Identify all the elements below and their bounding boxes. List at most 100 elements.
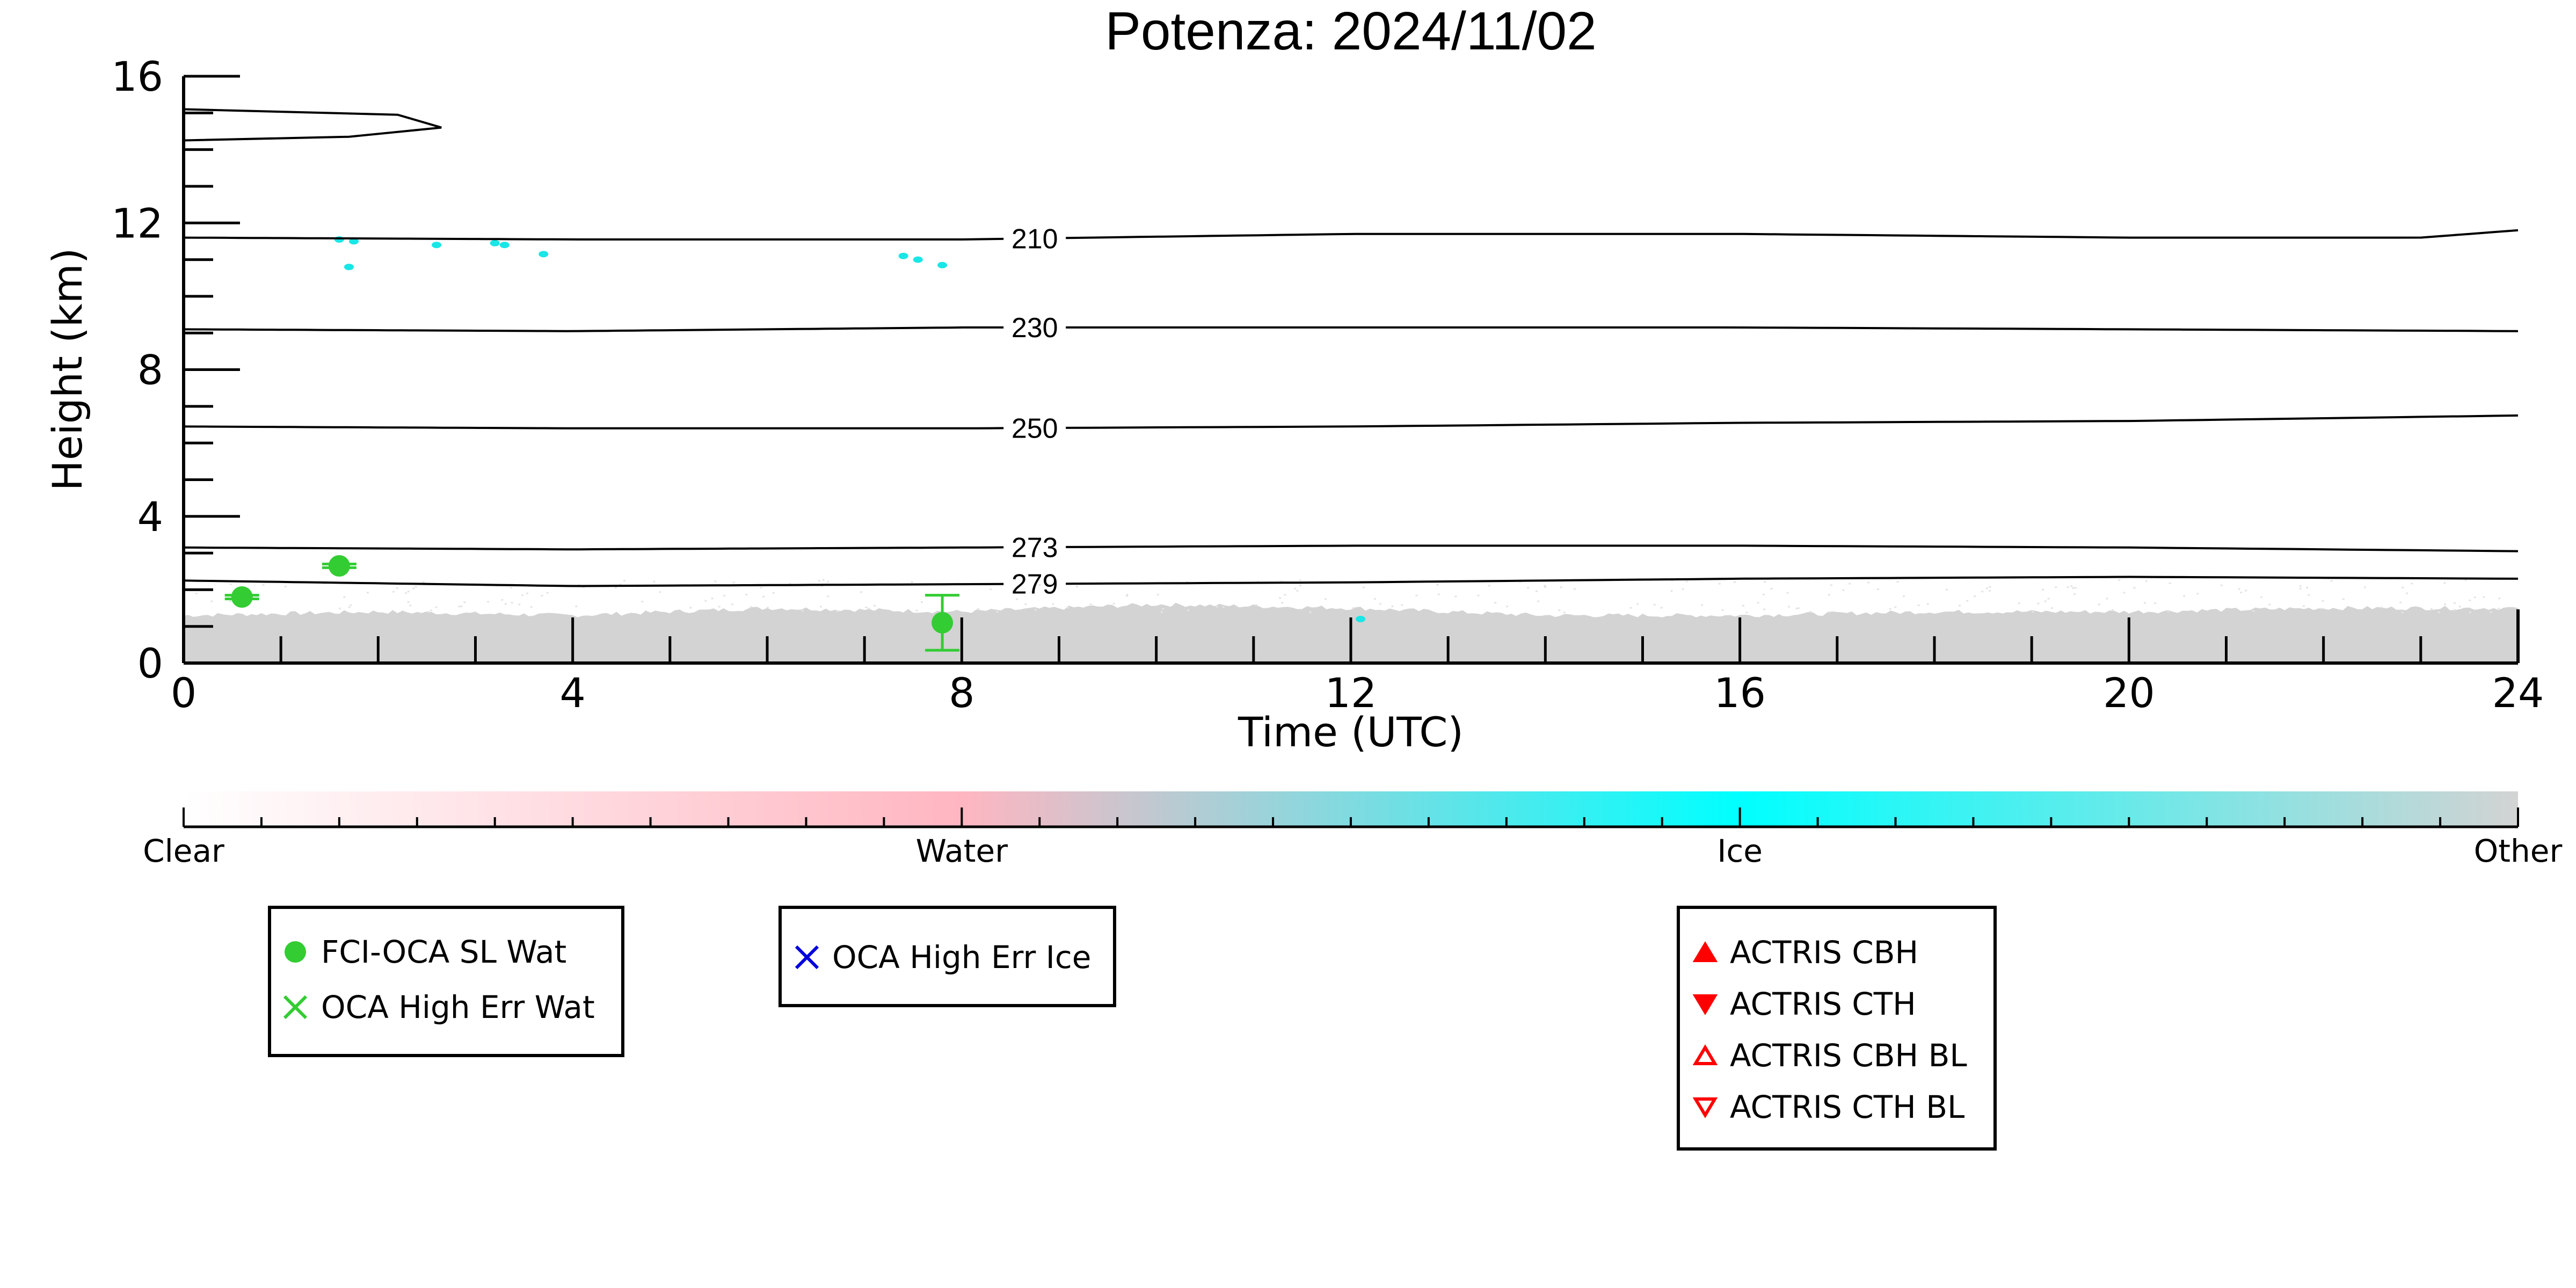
- other-class-speck: [2454, 609, 2456, 611]
- other-class-speck: [1089, 603, 1092, 605]
- other-class-speck: [704, 600, 707, 602]
- other-class-speck: [463, 601, 466, 603]
- other-class-speck: [1959, 605, 1961, 607]
- x-tick-label: 24: [2492, 669, 2544, 717]
- other-class-speck: [714, 580, 717, 583]
- other-class-speck: [1352, 607, 1355, 609]
- legend-marker-triangle-down: [1692, 1097, 1718, 1118]
- other-class-speck: [2402, 586, 2404, 588]
- other-class-speck: [1012, 590, 1014, 592]
- other-class-speck: [749, 606, 752, 608]
- other-class-speck: [2118, 579, 2121, 581]
- legend-box: [1677, 906, 1997, 1151]
- other-class-speck: [2042, 588, 2044, 591]
- other-class-speck: [2380, 607, 2383, 609]
- other-class-speck: [1718, 583, 1721, 585]
- other-class-speck: [1066, 607, 1069, 609]
- other-class-speck: [1902, 595, 1905, 598]
- other-class-speck: [1894, 606, 1897, 608]
- chart-title: Potenza: 2024/11/02: [1105, 1, 1597, 61]
- other-class-speck: [1574, 588, 1576, 590]
- other-class-speck: [2453, 602, 2456, 604]
- other-class-speck: [284, 586, 287, 587]
- other-class-speck: [977, 608, 980, 610]
- other-class-speck: [996, 611, 999, 613]
- other-class-speck: [1763, 608, 1766, 610]
- other-class-speck: [392, 591, 395, 593]
- temperature-contour-line: [183, 414, 2519, 430]
- other-class-speck: [583, 586, 585, 588]
- other-class-speck: [1685, 580, 1688, 583]
- other-class-speck: [2145, 580, 2148, 582]
- legend-entry-label: OCA High Err Ice: [832, 939, 1091, 976]
- other-class-speck: [541, 595, 543, 596]
- other-class-speck: [1830, 584, 1832, 586]
- other-class-speck: [1981, 591, 1984, 593]
- other-class-speck: [1126, 595, 1128, 597]
- other-class-speck: [1671, 579, 1673, 581]
- other-class-speck: [1721, 609, 1724, 611]
- y-axis-label: Height (km): [43, 248, 91, 491]
- y-tick-label: 0: [137, 639, 163, 687]
- other-class-speck: [2342, 598, 2345, 600]
- ice-class-patch: [334, 236, 344, 243]
- other-class-speck: [1477, 594, 1480, 596]
- ice-class-patch: [539, 251, 549, 258]
- other-class-speck: [762, 595, 765, 598]
- other-class-speck: [2464, 579, 2467, 581]
- other-class-speck: [2167, 610, 2170, 613]
- other-class-speck: [1734, 581, 1736, 583]
- y-tick-label: 8: [137, 346, 163, 394]
- other-class-speck: [1325, 598, 1327, 600]
- other-class-speck: [732, 581, 735, 584]
- other-class-speck: [2399, 601, 2402, 603]
- other-class-speck: [1076, 586, 1079, 587]
- other-class-speck: [1660, 607, 1663, 609]
- other-class-speck: [2031, 610, 2034, 613]
- other-class-speck: [1187, 609, 1190, 612]
- other-class-speck: [546, 592, 549, 594]
- other-class-speck: [2411, 583, 2413, 585]
- other-class-speck: [396, 587, 398, 589]
- other-class-speck: [2443, 582, 2446, 584]
- other-class-speck: [367, 592, 369, 594]
- other-class-speck: [2321, 608, 2324, 610]
- x-tick-label: 0: [171, 669, 197, 717]
- other-class-speck: [865, 606, 868, 608]
- other-class-speck: [1024, 603, 1027, 605]
- other-class-speck: [343, 596, 346, 598]
- temperature-contour-line: [183, 229, 2519, 241]
- ice-class-patch: [1356, 616, 1366, 623]
- other-class-speck: [350, 604, 352, 606]
- other-class-speck: [2196, 593, 2199, 595]
- other-class-speck: [501, 599, 504, 601]
- other-class-speck: [1156, 594, 1159, 596]
- other-class-speck: [1629, 607, 1632, 609]
- other-class-speck: [229, 600, 232, 602]
- other-class-speck: [989, 588, 992, 591]
- ice-class-patch: [913, 256, 923, 263]
- other-class-speck: [1296, 590, 1299, 592]
- colorbar-label: Ice: [1717, 833, 1763, 869]
- other-class-speck: [2498, 608, 2500, 610]
- other-class-speck: [1544, 585, 1546, 587]
- colorbar-label: Water: [916, 833, 1008, 869]
- other-class-speck: [1162, 608, 1165, 610]
- other-class-speck: [2299, 585, 2302, 587]
- other-class-speck: [435, 606, 438, 608]
- other-class-speck: [1849, 583, 1851, 585]
- other-class-speck: [1763, 593, 1765, 595]
- other-class-speck: [2106, 598, 2108, 600]
- other-class-speck: [915, 609, 918, 612]
- x-tick-label: 12: [1325, 669, 1377, 717]
- other-class-speck: [801, 609, 804, 612]
- other-class-speck: [1966, 600, 1969, 602]
- other-class-speck: [1536, 590, 1538, 592]
- other-class-speck: [210, 600, 213, 602]
- temperature-contour-line: [183, 326, 2519, 332]
- other-class-speck: [1379, 603, 1382, 605]
- other-class-speck: [195, 592, 198, 594]
- other-class-speck: [1558, 609, 1561, 612]
- legend-marker-x: [283, 995, 308, 1020]
- other-class-speck: [641, 601, 644, 602]
